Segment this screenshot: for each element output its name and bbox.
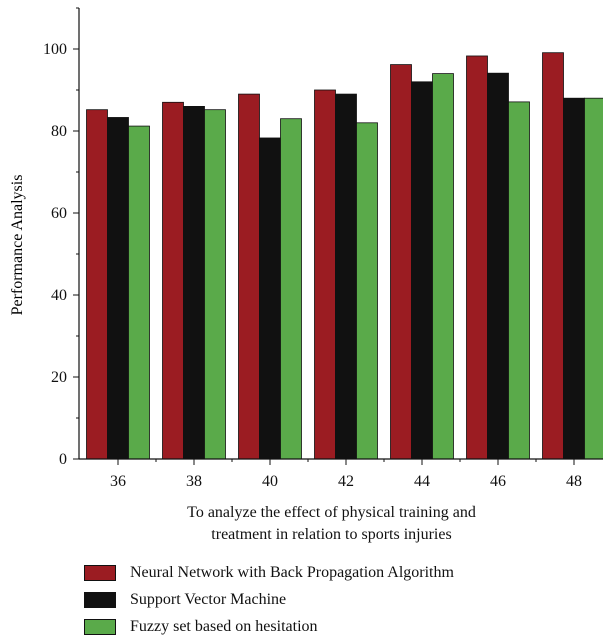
y-tick-label: 100 bbox=[43, 41, 67, 58]
legend: Neural Network with Back Propagation Alg… bbox=[84, 559, 454, 640]
bar bbox=[433, 74, 454, 459]
bar bbox=[391, 65, 412, 459]
y-tick-label: 40 bbox=[51, 287, 67, 304]
bar bbox=[564, 98, 585, 459]
x-axis-label: To analyze the effect of physical traini… bbox=[60, 502, 603, 546]
bar bbox=[585, 98, 603, 459]
y-tick-label: 80 bbox=[51, 123, 67, 140]
x-tick-label: 44 bbox=[414, 473, 430, 490]
legend-item: Support Vector Machine bbox=[84, 586, 454, 613]
bar bbox=[509, 102, 530, 459]
x-tick-label: 46 bbox=[490, 473, 506, 490]
y-tick-label: 0 bbox=[59, 451, 67, 468]
y-tick-label: 60 bbox=[51, 205, 67, 222]
bar bbox=[357, 123, 378, 459]
bar bbox=[315, 90, 336, 459]
legend-label: Neural Network with Back Propagation Alg… bbox=[130, 564, 454, 582]
bar bbox=[488, 73, 509, 459]
bar bbox=[163, 102, 184, 459]
bar bbox=[87, 110, 108, 459]
bars-group bbox=[87, 53, 603, 459]
bar bbox=[336, 94, 357, 459]
x-tick-label: 38 bbox=[186, 473, 202, 490]
bar bbox=[467, 56, 488, 459]
legend-swatch bbox=[84, 565, 116, 581]
x-tick-label: 40 bbox=[262, 473, 278, 490]
bar bbox=[205, 110, 226, 459]
x-tick-label: 42 bbox=[338, 473, 354, 490]
bar bbox=[412, 82, 433, 459]
bar bbox=[281, 119, 302, 459]
x-tick-label: 36 bbox=[110, 473, 126, 490]
y-tick-label: 20 bbox=[51, 369, 67, 386]
bar bbox=[260, 138, 281, 459]
bar bbox=[184, 106, 205, 459]
legend-swatch bbox=[84, 592, 116, 608]
bar bbox=[239, 94, 260, 459]
legend-swatch bbox=[84, 619, 116, 635]
legend-label: Fuzzy set based on hesitation bbox=[130, 618, 318, 636]
bar bbox=[129, 126, 150, 459]
bar bbox=[108, 117, 129, 459]
legend-label: Support Vector Machine bbox=[130, 591, 286, 609]
legend-item: Fuzzy set based on hesitation bbox=[84, 613, 454, 640]
x-tick-label: 48 bbox=[566, 473, 582, 490]
y-axis-label: Performance Analysis bbox=[9, 175, 26, 316]
bar-chart: 0 20 40 60 80 100 36 38 40 42 44 46 48 Performance A… bbox=[0, 0, 603, 500]
legend-item: Neural Network with Back Propagation Alg… bbox=[84, 559, 454, 586]
bar bbox=[543, 53, 564, 459]
